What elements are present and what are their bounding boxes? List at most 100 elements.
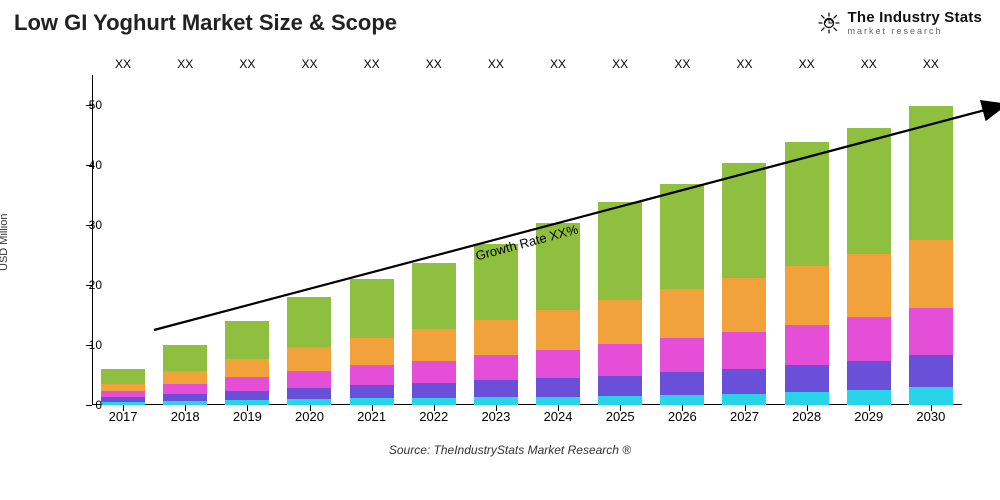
- x-tick-label: 2017: [101, 409, 145, 424]
- bar-value-label: XX: [239, 57, 255, 71]
- x-tick-label: 2022: [412, 409, 456, 424]
- x-tick-label: 2028: [785, 409, 829, 424]
- bar-segment: [350, 338, 394, 366]
- bar-segment: [474, 320, 518, 355]
- page-title: Low GI Yoghurt Market Size & Scope: [14, 10, 397, 36]
- y-tick-label: 30: [89, 218, 102, 232]
- bar-value-label: XX: [923, 57, 939, 71]
- brand-logo: The Industry Stats market research: [816, 10, 982, 36]
- bar-segment: [225, 321, 269, 359]
- logo-line1: The Industry Stats: [848, 10, 982, 25]
- bar-column: XX: [101, 75, 145, 405]
- bar-column: XX: [909, 75, 953, 405]
- x-tick-labels: 2017201820192020202120222023202420252026…: [92, 409, 962, 424]
- bar-column: XX: [785, 75, 829, 405]
- root: Low GI Yoghurt Market Size & Scope The I…: [0, 0, 1000, 500]
- bar-segment: [474, 397, 518, 405]
- bar-segment: [412, 329, 456, 360]
- bar-segment: [909, 308, 953, 355]
- bar-segment: [598, 344, 642, 375]
- bar-segment: [287, 388, 331, 399]
- gear-icon: [816, 10, 842, 36]
- bar-segment: [598, 376, 642, 396]
- bar-segment: [350, 398, 394, 405]
- bar-segment: [350, 279, 394, 338]
- bar-column: XX: [722, 75, 766, 405]
- bar-column: XX: [163, 75, 207, 405]
- bar-segment: [909, 387, 953, 405]
- bar-segment: [847, 317, 891, 360]
- bar-segment: [660, 338, 704, 372]
- bar-segment: [225, 377, 269, 391]
- bar-segment: [598, 300, 642, 344]
- bar-segment: [412, 263, 456, 329]
- bar-value-label: XX: [861, 57, 877, 71]
- bar-value-label: XX: [301, 57, 317, 71]
- bar-segment: [909, 240, 953, 308]
- bar-segment: [722, 278, 766, 331]
- bar-column: XX: [847, 75, 891, 405]
- bar-segment: [722, 163, 766, 279]
- bar-value-label: XX: [364, 57, 380, 71]
- bar-segment: [785, 266, 829, 324]
- logo-line2: market research: [848, 27, 982, 36]
- bar-segment: [350, 365, 394, 385]
- bar-segment: [287, 297, 331, 347]
- bar-value-label: XX: [550, 57, 566, 71]
- bar-column: XX: [225, 75, 269, 405]
- bar-segment: [287, 347, 331, 370]
- x-tick-label: 2030: [909, 409, 953, 424]
- x-tick-label: 2027: [722, 409, 766, 424]
- bar-segment: [536, 397, 580, 405]
- bar-value-label: XX: [674, 57, 690, 71]
- x-tick-label: 2020: [287, 409, 331, 424]
- bar-value-label: XX: [736, 57, 752, 71]
- bar-column: XX: [287, 75, 331, 405]
- bar-column: XX: [350, 75, 394, 405]
- bar-segment: [660, 289, 704, 338]
- bar-segment: [474, 244, 518, 320]
- bar-segment: [412, 398, 456, 405]
- bar-column: XX: [660, 75, 704, 405]
- bar-segment: [536, 350, 580, 378]
- y-tick-label: 20: [89, 278, 102, 292]
- bar-segment: [722, 332, 766, 369]
- plot-area: XXXXXXXXXXXXXXXXXXXXXXXXXXXX Growth Rate…: [92, 75, 962, 405]
- bar-segment: [163, 394, 207, 401]
- bar-segment: [598, 396, 642, 405]
- market-chart: USD Million XXXXXXXXXXXXXXXXXXXXXXXXXXXX…: [40, 65, 980, 465]
- y-tick-label: 40: [89, 158, 102, 172]
- bars-group: XXXXXXXXXXXXXXXXXXXXXXXXXXXX: [92, 75, 962, 405]
- bar-segment: [722, 369, 766, 394]
- x-tick-label: 2018: [163, 409, 207, 424]
- bar-segment: [785, 325, 829, 365]
- bar-segment: [660, 395, 704, 405]
- bar-column: XX: [598, 75, 642, 405]
- bar-segment: [412, 383, 456, 398]
- bar-segment: [847, 361, 891, 390]
- bar-segment: [163, 371, 207, 384]
- bar-column: XX: [474, 75, 518, 405]
- bar-segment: [847, 128, 891, 255]
- y-tick: [86, 405, 92, 406]
- bar-segment: [287, 371, 331, 388]
- x-tick-label: 2029: [847, 409, 891, 424]
- bar-segment: [722, 394, 766, 405]
- bar-segment: [225, 359, 269, 377]
- y-tick-label: 50: [89, 98, 102, 112]
- bar-segment: [660, 372, 704, 395]
- bar-segment: [785, 365, 829, 392]
- x-tick-label: 2021: [350, 409, 394, 424]
- bar-segment: [474, 380, 518, 397]
- bar-value-label: XX: [177, 57, 193, 71]
- bar-segment: [660, 184, 704, 289]
- bar-value-label: XX: [115, 57, 131, 71]
- x-tick-label: 2019: [225, 409, 269, 424]
- bar-segment: [847, 390, 891, 405]
- bar-segment: [536, 378, 580, 397]
- bar-segment: [412, 361, 456, 383]
- bar-segment: [350, 385, 394, 398]
- bar-column: XX: [412, 75, 456, 405]
- x-tick-label: 2026: [660, 409, 704, 424]
- logo-text: The Industry Stats market research: [848, 10, 982, 36]
